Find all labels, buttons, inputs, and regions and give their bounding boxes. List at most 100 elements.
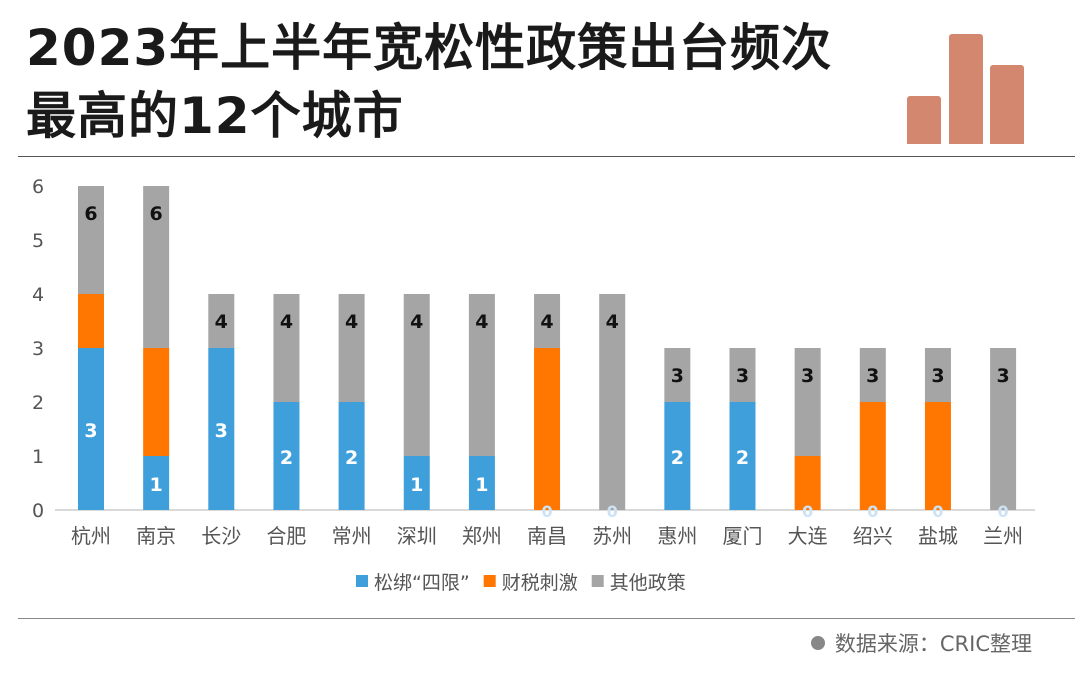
bar-segment (273, 294, 300, 402)
legend-label: 松绑“四限” (374, 572, 470, 594)
bar-segment (664, 348, 691, 402)
legend-swatch (591, 575, 604, 587)
legend-swatch (483, 575, 496, 587)
data-label: 0 (541, 502, 552, 521)
x-tick-label: 南昌 (527, 524, 567, 548)
bar-segment (468, 456, 495, 510)
data-label: 3 (215, 420, 228, 442)
x-tick-label: 绍兴 (853, 524, 893, 548)
bar-segment (273, 402, 300, 510)
x-tick-label: 深圳 (397, 524, 437, 548)
x-tick-label: 合肥 (266, 524, 306, 548)
x-tick-label: 盐城 (918, 524, 958, 548)
x-tick-label: 南京 (136, 524, 176, 548)
total-label: 3 (931, 365, 944, 387)
bar-segment (859, 402, 886, 510)
bar-segment (794, 348, 821, 456)
total-label: 4 (410, 311, 423, 333)
bar-segment (534, 348, 561, 510)
bar-segment (924, 402, 951, 510)
bar-segment (143, 456, 170, 510)
data-label: 0 (932, 502, 943, 521)
bar-segment (534, 294, 561, 348)
total-label: 3 (996, 365, 1009, 387)
source-note: 数据来源：CRIC整理 (810, 628, 1032, 658)
total-label: 6 (150, 203, 163, 225)
legend-swatch (356, 575, 368, 587)
legend-label: 其他政策 (610, 572, 686, 594)
total-label: 6 (84, 203, 97, 225)
x-tick-label: 惠州 (657, 524, 697, 548)
bullet-icon (810, 636, 825, 650)
x-tick-label: 兰州 (983, 524, 1023, 548)
page-title: 2023年上半年宽松性政策出台频次 最高的12个城市 (26, 14, 832, 150)
bar-segment (403, 456, 430, 510)
bar-segment (338, 294, 365, 402)
data-label: 2 (671, 447, 684, 469)
bar-segment (794, 456, 821, 510)
x-tick-label: 苏州 (592, 524, 632, 548)
y-tick-label: 4 (32, 284, 44, 306)
total-label: 4 (280, 311, 293, 333)
data-label: 0 (607, 502, 618, 521)
x-tick-label: 长沙 (201, 524, 241, 548)
x-tick-label: 杭州 (71, 524, 111, 548)
total-label: 4 (215, 311, 228, 333)
x-tick-label: 厦门 (723, 524, 763, 548)
total-label: 4 (540, 311, 553, 333)
x-tick-label: 郑州 (462, 524, 502, 548)
total-label: 4 (475, 311, 488, 333)
bar-segment (208, 348, 235, 510)
data-label: 2 (280, 447, 293, 469)
data-label: 1 (150, 474, 163, 496)
legend-label: 财税刺激 (502, 572, 578, 594)
bar-segment (729, 348, 756, 402)
total-label: 3 (736, 365, 749, 387)
title-line-1: 2023年上半年宽松性政策出台频次 (26, 19, 833, 77)
data-label: 0 (867, 502, 878, 521)
bar-segment (143, 348, 170, 456)
bar-segment (468, 294, 495, 456)
data-label: 2 (736, 447, 749, 469)
y-tick-label: 3 (32, 338, 44, 360)
x-tick-label: 常州 (332, 524, 372, 548)
bar-segment (729, 402, 756, 510)
title-line-2: 最高的12个城市 (26, 87, 404, 145)
divider (18, 156, 1075, 157)
total-label: 4 (606, 311, 619, 333)
source-text: 数据来源：CRIC整理 (834, 632, 1032, 656)
bar-segment (78, 186, 104, 294)
data-label: 2 (345, 447, 358, 469)
bar-segment (990, 348, 1017, 510)
y-tick-label: 0 (32, 500, 44, 522)
logo-bar-icon (907, 96, 941, 144)
data-label: 1 (475, 474, 488, 496)
bar-segment (924, 348, 951, 402)
logo-bar-icon (990, 65, 1024, 144)
bar-segment (859, 348, 886, 402)
bar-segment (78, 294, 104, 348)
y-tick-label: 2 (32, 392, 44, 414)
logo-bar-icon (949, 34, 983, 144)
bar-segment (208, 294, 235, 348)
data-label: 0 (802, 502, 813, 521)
bar-segment (599, 294, 626, 510)
total-label: 3 (866, 365, 879, 387)
x-tick-label: 大连 (788, 524, 828, 548)
bar-segment (403, 294, 430, 456)
y-tick-label: 6 (32, 176, 44, 198)
bar-segment (143, 186, 170, 348)
y-tick-label: 5 (32, 230, 44, 252)
total-label: 3 (801, 365, 814, 387)
bar-segment (338, 402, 365, 510)
total-label: 4 (345, 311, 358, 333)
y-tick-label: 1 (32, 446, 44, 468)
data-label: 1 (410, 474, 423, 496)
data-label: 0 (998, 502, 1009, 521)
divider (18, 618, 1075, 619)
data-label: 3 (84, 420, 97, 442)
total-label: 3 (671, 365, 684, 387)
bar-segment (664, 402, 691, 510)
bar-segment (78, 348, 104, 510)
